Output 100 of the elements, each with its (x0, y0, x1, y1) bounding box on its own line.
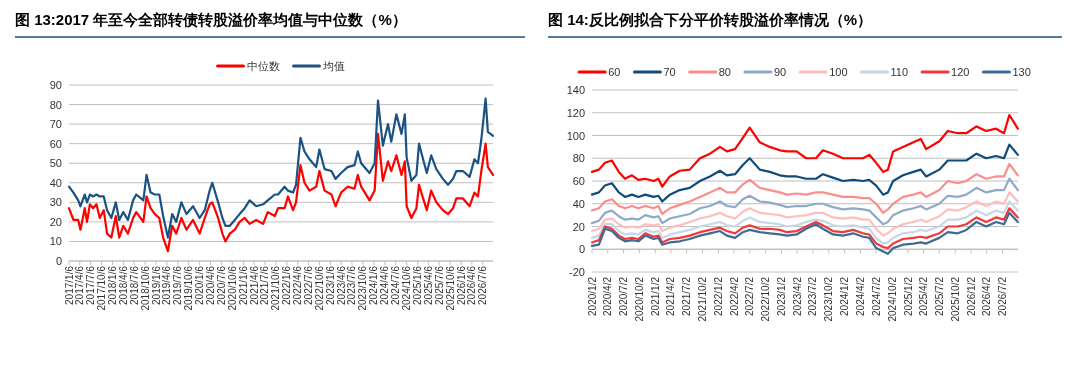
y-tick-label: 140 (566, 84, 585, 96)
x-tick-label: 2021/10/2 (697, 276, 709, 322)
y-tick-label: 10 (49, 235, 62, 248)
line-series (67, 97, 495, 239)
x-tick-label: 2025/7/2 (933, 276, 945, 316)
x-tick-label: 2021/7/6 (259, 265, 271, 305)
y-tick-label: 20 (49, 215, 62, 228)
x-tick-label: 2025/4/6 (422, 265, 434, 305)
y-tick-label: 70 (49, 118, 62, 131)
x-tick-label: 2017/4/6 (74, 265, 86, 305)
line-series (590, 191, 1019, 237)
legend-label: 90 (773, 66, 787, 78)
x-tick-label: 2023/1/2 (776, 276, 788, 316)
x-tick-label: 2026/7/2 (996, 276, 1008, 316)
x-tick-label: 2025/10/6 (444, 265, 456, 311)
x-tick-label: 2022/7/6 (302, 265, 314, 305)
x-tick-label: 2026/1/6 (455, 265, 467, 305)
y-tick-label: 0 (55, 255, 62, 267)
x-tick-label: 2020/4/6 (204, 265, 216, 305)
chart-title: 图 14:反比例拟合下分平价转股溢价率情况（%） (548, 11, 873, 28)
x-tick-label: 2020/1/6 (194, 265, 206, 305)
x-tick-label: 2025/4/2 (918, 276, 930, 316)
x-tick-label: 2019/4/6 (161, 265, 173, 305)
line-series (590, 113, 1019, 188)
x-tick-label: 2020/1/2 (586, 276, 598, 316)
legend-label: 130 (1012, 66, 1031, 78)
line-series (590, 143, 1019, 203)
x-tick-label: 2021/4/6 (248, 265, 260, 305)
x-tick-label: 2024/10/6 (401, 265, 413, 311)
y-tick-label: -20 (569, 266, 585, 278)
y-tick-label: 60 (572, 175, 585, 187)
x-tick-label: 2026/4/2 (981, 276, 993, 316)
x-tick-label: 2025/1/6 (412, 265, 424, 305)
y-tick-label: 40 (572, 197, 585, 210)
x-tick-label: 2018/1/6 (107, 265, 119, 305)
y-tick-label: 0 (578, 243, 585, 256)
legend-label: 110 (890, 66, 909, 78)
x-tick-label: 2017/10/6 (96, 265, 108, 311)
legend-label: 120 (951, 66, 970, 78)
x-tick-label: 2022/1/6 (281, 265, 293, 305)
y-tick-label: 40 (49, 176, 62, 189)
y-tick-label: 80 (572, 152, 585, 165)
x-tick-label: 2026/7/6 (477, 265, 489, 305)
y-tick-label: 50 (49, 157, 62, 170)
legend-label: 60 (608, 66, 621, 78)
line-series (67, 132, 495, 253)
y-tick-label: 100 (566, 129, 585, 142)
x-tick-label: 2021/10/6 (270, 265, 282, 311)
x-tick-label: 2024/10/2 (886, 276, 898, 322)
x-tick-label: 2024/1/6 (368, 265, 380, 305)
legend-label: 80 (718, 66, 731, 78)
x-tick-label: 2026/1/2 (965, 276, 977, 316)
x-tick-label: 2025/1/2 (902, 276, 914, 316)
legend-label: 100 (829, 66, 848, 78)
x-tick-label: 2022/1/2 (712, 276, 724, 316)
y-tick-label: 60 (49, 137, 62, 150)
x-tick-label: 2023/4/2 (791, 276, 803, 316)
x-tick-label: 2022/7/2 (744, 276, 756, 316)
x-tick-label: 2022/10/6 (313, 265, 325, 311)
x-tick-label: 2019/7/6 (172, 265, 184, 305)
y-tick-label: 20 (572, 220, 585, 233)
x-tick-label: 2024/4/6 (379, 265, 391, 305)
x-tick-label: 2024/7/6 (390, 265, 402, 305)
x-tick-label: 2023/4/6 (335, 265, 347, 305)
x-tick-label: 2020/4/2 (602, 276, 614, 316)
chart-title: 图 13:2017 年至今全部转债转股溢价率均值与中位数（%） (15, 11, 407, 28)
x-tick-label: 2019/1/6 (150, 265, 162, 305)
line-series (590, 177, 1019, 226)
x-tick-label: 2023/1/6 (324, 265, 336, 305)
y-tick-label: 120 (566, 106, 585, 119)
line-series (590, 162, 1019, 216)
x-tick-label: 2021/1/2 (649, 276, 661, 316)
x-tick-label: 2018/4/6 (117, 265, 129, 305)
x-tick-label: 2018/7/6 (128, 265, 140, 305)
x-tick-label: 2017/1/6 (63, 265, 75, 305)
line-series (590, 200, 1019, 245)
x-tick-label: 2020/7/2 (617, 276, 629, 316)
legend-label: 均值 (321, 60, 345, 72)
x-tick-label: 2020/10/2 (633, 276, 645, 322)
x-tick-label: 2022/10/2 (760, 276, 772, 322)
x-tick-label: 2023/10/6 (357, 265, 369, 311)
x-tick-label: 2019/10/6 (183, 265, 195, 311)
x-tick-label: 2024/7/2 (870, 276, 882, 316)
x-tick-label: 2020/10/6 (226, 265, 238, 311)
x-tick-label: 2022/4/2 (728, 276, 740, 316)
y-tick-label: 30 (49, 196, 62, 209)
x-tick-label: 2022/4/6 (292, 265, 304, 305)
x-tick-label: 2023/10/2 (823, 276, 835, 322)
x-tick-label: 2023/7/2 (807, 276, 819, 316)
y-tick-label: 90 (49, 79, 62, 91)
x-tick-label: 2021/1/6 (237, 265, 249, 305)
legend-label: 中位数 (246, 60, 280, 72)
x-tick-label: 2018/10/6 (139, 265, 151, 311)
x-tick-label: 2017/7/6 (85, 265, 97, 305)
x-tick-label: 2026/4/6 (466, 265, 478, 305)
legend-label: 70 (663, 66, 676, 78)
x-tick-label: 2021/7/2 (681, 276, 693, 316)
y-tick-label: 80 (49, 98, 62, 111)
x-tick-label: 2021/4/2 (665, 276, 677, 316)
x-tick-label: 2024/4/2 (854, 276, 866, 316)
